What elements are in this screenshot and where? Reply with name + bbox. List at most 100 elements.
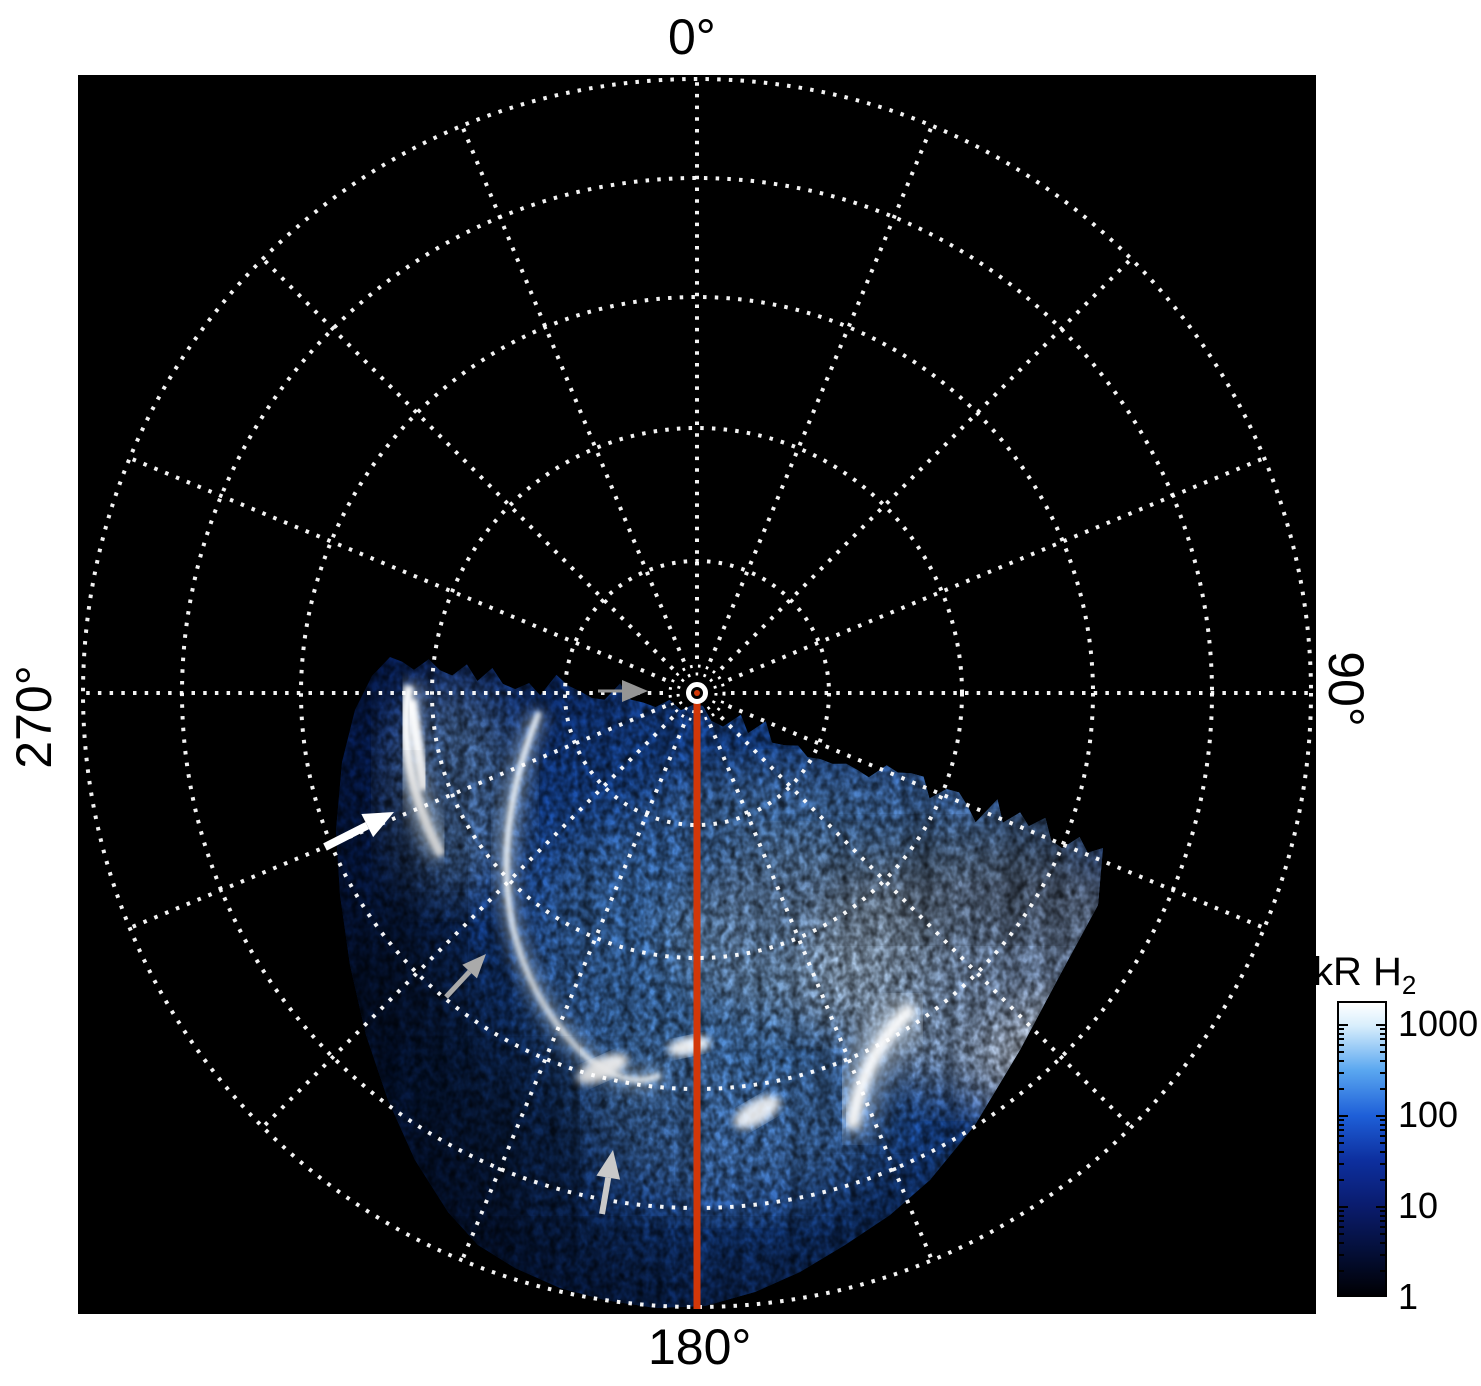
colorbar-tick-mark: [1380, 1242, 1385, 1245]
graticule-ring: [430, 426, 964, 960]
colorbar-tick-mark: [1380, 1119, 1385, 1122]
colorbar-tick-label: 1000: [1398, 1003, 1479, 1044]
graticule-inner-ring: [676, 672, 718, 714]
colorbar-tick-mark: [1339, 1242, 1344, 1245]
colorbar-tick-mark: [1339, 1028, 1344, 1031]
angle-label-270: 270°: [6, 665, 62, 769]
colorbar-tick-mark: [1380, 1162, 1385, 1165]
graticule-spoke: [261, 715, 675, 1129]
colorbar-tick-mark: [1380, 1129, 1385, 1132]
gray-arrow-pole-head: [622, 680, 648, 702]
colorbar-tick-mark: [1339, 1032, 1344, 1035]
white-arrow-main-arc-shaft: [323, 822, 370, 851]
colorbar-tick-mark: [1339, 1129, 1344, 1132]
graticule-spoke: [708, 124, 934, 663]
graticule-ring: [81, 77, 1313, 1309]
graticule-spoke: [460, 124, 686, 663]
pole-marker-ring: [686, 682, 708, 704]
colorbar-tick-mark: [1380, 1151, 1385, 1154]
graticule-spoke: [719, 715, 1133, 1129]
colorbar-tick-mark: [1339, 1051, 1344, 1054]
white-arrow-main-arc-head: [361, 812, 394, 838]
colorbar-tick-label: 10: [1398, 1185, 1439, 1226]
colorbar-tick-mark: [1380, 1051, 1385, 1054]
colorbar-title: kR H2: [1313, 950, 1416, 1001]
graticule-spoke: [708, 723, 934, 1262]
colorbar-title-text: kR H: [1313, 950, 1402, 994]
colorbar-tick-mark: [1339, 1024, 1348, 1026]
colorbar-title-subscript: 2: [1401, 970, 1417, 1000]
angle-label-180: 180°: [648, 1319, 752, 1375]
colorbar-tick-mark: [1339, 1123, 1344, 1126]
colorbar-tick-mark: [1339, 1151, 1344, 1154]
colorbar-tick-mark: [1339, 1044, 1344, 1047]
colorbar-tick-mark: [1339, 1210, 1344, 1213]
bright-blob: [733, 1095, 781, 1129]
graticule-spoke: [128, 456, 667, 682]
graticule-spoke: [719, 257, 1133, 671]
colorbar: [1337, 1001, 1387, 1297]
colorbar-tick-mark: [1380, 1214, 1385, 1217]
colorbar-tick-mark: [1376, 1206, 1385, 1208]
colorbar-tick-mark: [1339, 1038, 1344, 1041]
gray-arrow-outer-head: [596, 1150, 621, 1180]
colorbar-tick-mark: [1339, 1162, 1344, 1165]
graticule-spoke: [727, 456, 1266, 682]
dark-vignette: [336, 780, 450, 1080]
dark-vignette: [410, 1060, 650, 1300]
colorbar-tick-mark: [1380, 1044, 1385, 1047]
plot-area: [78, 75, 1316, 1314]
colorbar-tick-mark: [1380, 1087, 1385, 1090]
colorbar-tick-mark: [1339, 1226, 1344, 1229]
colorbar-tick-mark: [1380, 1123, 1385, 1126]
bright-crescent-core: [845, 1003, 917, 1129]
angle-label-0: 0°: [668, 9, 716, 65]
pole-red-dot: [694, 690, 700, 696]
gray-arrow-mid-arc-shaft: [444, 969, 472, 999]
colorbar-tick-mark: [1339, 1253, 1344, 1256]
colorbar-tick-mark: [1339, 1060, 1344, 1063]
colorbar-tick-mark: [1380, 1071, 1385, 1074]
colorbar-tick-mark: [1380, 1226, 1385, 1229]
graticule-spoke: [261, 257, 675, 671]
colorbar-tick-mark: [1339, 1071, 1344, 1074]
gray-arrow-mid-arc-head: [462, 954, 486, 979]
colorbar-tick-mark: [1376, 1024, 1385, 1026]
colorbar-tick-mark: [1380, 1233, 1385, 1236]
colorbar-tick-mark: [1339, 1087, 1344, 1090]
colorbar-tick-mark: [1339, 1142, 1344, 1145]
colorbar-tick-mark: [1380, 1178, 1385, 1181]
colorbar-tick-mark: [1339, 1206, 1348, 1208]
colorbar-tick-mark: [1339, 1220, 1344, 1223]
colorbar-tick-mark: [1380, 1028, 1385, 1031]
meridian-line-group: [686, 682, 708, 1309]
colorbar-tick-mark: [1339, 1269, 1344, 1272]
gray-arrow-outer-shaft: [599, 1177, 612, 1215]
colorbar-tick-mark: [1380, 1220, 1385, 1223]
graticule-spoke: [460, 723, 686, 1262]
colorbar-tick-mark: [1380, 1142, 1385, 1145]
colorbar-tick-mark: [1380, 1269, 1385, 1272]
colorbar-tick-mark: [1380, 1253, 1385, 1256]
graticule-spoke: [128, 704, 667, 930]
colorbar-tick-mark: [1339, 1178, 1344, 1181]
angle-label-90: 90°: [1318, 651, 1374, 727]
colorbar-tick-mark: [1380, 1032, 1385, 1035]
colorbar-tick-label: 1: [1398, 1276, 1419, 1317]
graticule-spoke: [727, 704, 1266, 930]
colorbar-tick-mark: [1380, 1135, 1385, 1138]
colorbar-tick-label: 100: [1398, 1094, 1459, 1135]
bright-arc-left-hotspot: [405, 699, 430, 791]
colorbar-tick-mark: [1376, 1115, 1385, 1117]
annotation-arrows: [323, 680, 648, 1215]
graticule-ring: [563, 559, 831, 827]
colorbar-tick-mark: [1339, 1119, 1344, 1122]
colorbar-tick-mark: [1380, 1210, 1385, 1213]
polar-map-svg: [81, 77, 1313, 1309]
colorbar-tick-mark: [1339, 1115, 1348, 1117]
colorbar-tick-mark: [1380, 1038, 1385, 1041]
colorbar-tick-mark: [1339, 1135, 1344, 1138]
colorbar-tick-mark: [1339, 1233, 1344, 1236]
dark-vignette: [770, 825, 1103, 935]
